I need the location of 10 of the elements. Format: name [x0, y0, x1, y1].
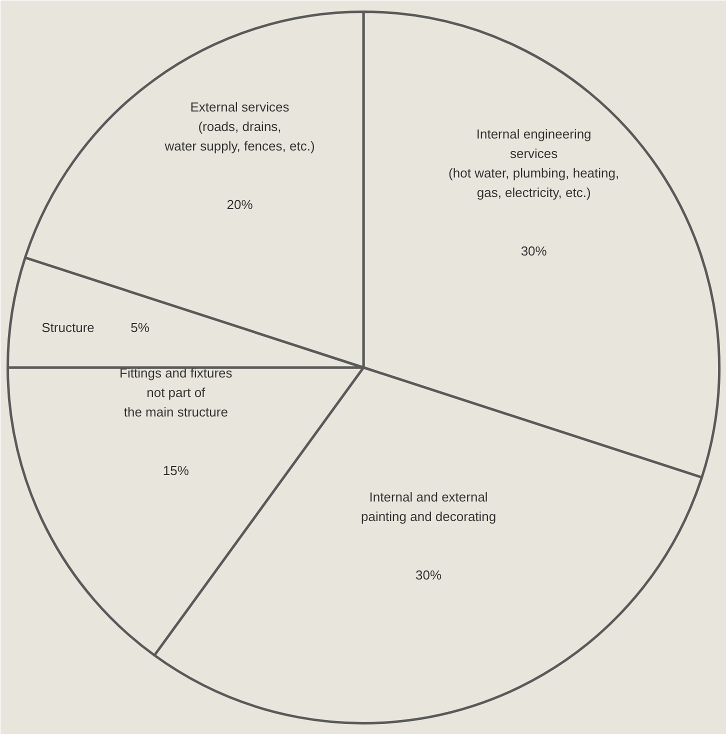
data-label: 20% — [226, 196, 254, 212]
data-label: 15% — [162, 462, 190, 478]
slice-label: Fittings and fixtures not part of the main structure — [120, 366, 233, 420]
data-label: 30% — [416, 568, 442, 582]
slice-label: Internal and external painting and decorating — [360, 490, 496, 524]
data-label: 5% — [130, 320, 150, 336]
slice-label: External services (roads, drains, water supply, fences, etc.) — [164, 100, 315, 154]
slice-label: Internal engineering services (hot water, plumbing, heating, gas, electricity, etc.) — [448, 126, 620, 200]
data-label: 30% — [520, 244, 548, 259]
slice-label: Structure — [42, 320, 94, 336]
